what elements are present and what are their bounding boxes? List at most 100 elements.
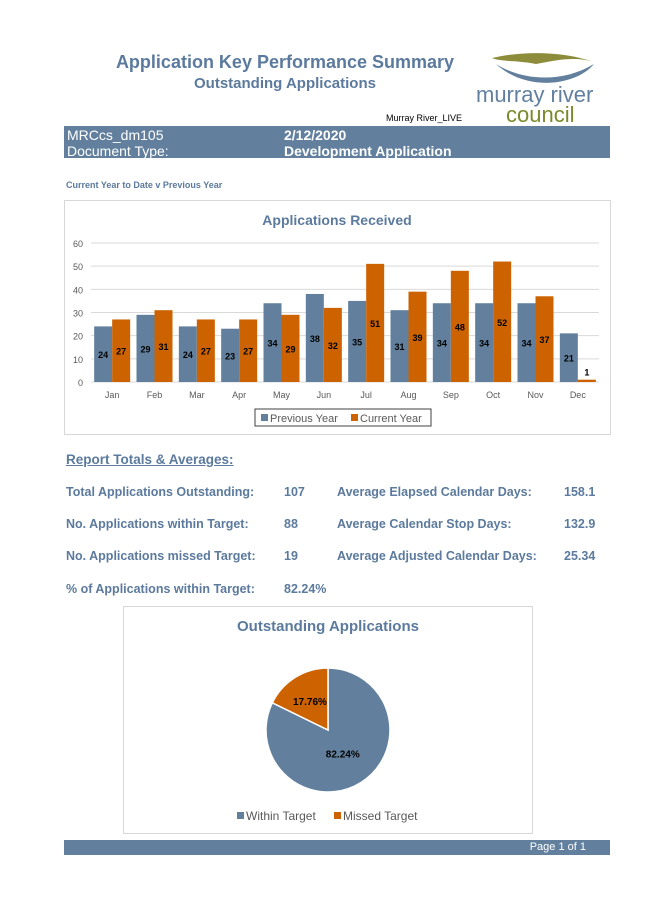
council-logo: murray river council <box>476 50 616 127</box>
pie-slice-missed <box>271 667 329 732</box>
bar-previous-year <box>178 326 197 382</box>
database-name: Murray River_LIVE <box>386 113 463 123</box>
bar-current-year <box>535 296 554 382</box>
legend-label: Within Target <box>246 809 316 823</box>
bar-data-label: 48 <box>455 322 465 332</box>
total-label: No. Applications within Target: <box>66 517 249 531</box>
logo-text-council: council <box>506 102 575 127</box>
bar-data-label: 32 <box>328 341 338 351</box>
x-tick-label: Jun <box>317 390 332 400</box>
doc-type-label: Document Type: <box>67 143 169 159</box>
x-tick-label: Jan <box>105 390 120 400</box>
info-band: MRCcs_dm105 2/12/2020 Document Type: Dev… <box>64 126 610 159</box>
chart-title: Applications Received <box>262 212 411 228</box>
bar-data-label: 24 <box>98 350 108 360</box>
total-value: 107 <box>284 485 305 499</box>
pie-title: Outstanding Applications <box>237 618 419 635</box>
bar-data-label: 31 <box>158 342 168 352</box>
bar-chart-box: Applications Received 0 10 20 30 40 50 60 24 27 Ja… <box>64 200 611 435</box>
x-tick-label: Sep <box>443 390 459 400</box>
bar-data-label: 27 <box>243 347 253 357</box>
bar-data-label: 23 <box>225 351 235 361</box>
x-tick-label: Nov <box>527 390 544 400</box>
x-tick-label: Feb <box>147 390 163 400</box>
logo-text-murray: murray river <box>476 82 594 107</box>
bar-previous-year <box>94 326 113 382</box>
x-tick-label: Aug <box>400 390 416 400</box>
applications-received-chart: Applications Received 0 10 20 30 40 50 60 24 27 Ja… <box>73 212 599 427</box>
bar-data-label: 38 <box>310 334 320 344</box>
outstanding-applications-chart: Outstanding Applications 82.24% 17.76% With… <box>237 618 419 823</box>
bar-previous-year <box>348 300 367 382</box>
report-title: Application Key Performance Summary <box>115 52 455 72</box>
bar-current-year <box>239 319 258 382</box>
footer-bar: Page 1 of 1 <box>64 840 610 855</box>
legend-label: Previous Year <box>270 413 338 425</box>
report-date: 2/12/2020 <box>284 127 347 143</box>
legend-swatch <box>351 414 358 421</box>
pie-data-label: 82.24% <box>326 750 360 761</box>
section-caption: Current Year to Date v Previous Year <box>66 180 223 190</box>
bar-current-year <box>112 319 131 382</box>
bar-data-label: 27 <box>116 347 126 357</box>
bar-current-year <box>408 291 427 382</box>
bar-data-label: 27 <box>201 347 211 357</box>
bar-previous-year <box>559 333 578 382</box>
y-tick-label: 20 <box>73 332 83 342</box>
legend-swatch <box>334 812 341 819</box>
total-value: 82.24% <box>284 582 327 596</box>
bar-previous-year <box>432 303 451 382</box>
total-label: % of Applications within Target: <box>66 582 255 596</box>
bar-current-year <box>493 261 512 382</box>
average-value: 132.9 <box>564 517 596 531</box>
bar-current-year <box>577 379 596 382</box>
bar-previous-year <box>390 310 409 382</box>
bar-data-label: 35 <box>352 337 362 347</box>
bar-data-label: 52 <box>497 318 507 328</box>
legend-swatch <box>237 812 244 819</box>
y-tick-label: 30 <box>73 309 83 319</box>
bar-current-year <box>450 270 469 382</box>
bar-current-year <box>281 314 300 382</box>
bar-current-year <box>154 310 173 382</box>
x-tick-label: Jul <box>360 390 372 400</box>
average-label: Average Calendar Stop Days: <box>337 517 512 531</box>
bar-data-label: 1 <box>584 368 589 378</box>
bar-current-year <box>323 307 342 382</box>
bar-data-label: 29 <box>140 344 150 354</box>
bar-data-label: 29 <box>285 344 295 354</box>
report-subtitle: Outstanding Applications <box>194 75 376 92</box>
bar-current-year <box>366 263 385 382</box>
bar-data-label: 51 <box>370 319 380 329</box>
y-tick-label: 10 <box>73 355 83 365</box>
y-tick-label: 50 <box>73 262 83 272</box>
bar-data-label: 21 <box>564 354 574 364</box>
x-tick-label: Mar <box>189 390 205 400</box>
total-label: No. Applications missed Target: <box>66 549 256 563</box>
bar-current-year <box>196 319 215 382</box>
x-tick-label: Dec <box>570 390 587 400</box>
legend-label: Missed Target <box>343 809 418 823</box>
bar-data-label: 34 <box>521 339 531 349</box>
average-label: Average Elapsed Calendar Days: <box>337 485 532 499</box>
average-label: Average Adjusted Calendar Days: <box>337 549 537 563</box>
total-label: Total Applications Outstanding: <box>66 485 255 499</box>
bar-data-label: 34 <box>267 339 277 349</box>
bar-data-label: 31 <box>394 342 404 352</box>
bar-previous-year <box>475 303 494 382</box>
bar-data-label: 37 <box>539 335 549 345</box>
y-tick-label: 0 <box>78 378 83 388</box>
average-value: 158.1 <box>564 485 596 499</box>
pie-chart-box: Outstanding Applications 82.24% 17.76% With… <box>123 606 533 834</box>
doc-type-value: Development Application <box>284 143 452 159</box>
legend-swatch <box>261 414 268 421</box>
y-tick-label: 40 <box>73 285 83 295</box>
bar-data-label: 34 <box>437 339 447 349</box>
bar-previous-year <box>305 293 324 382</box>
average-value: 25.34 <box>564 549 596 563</box>
river-logo-icon <box>492 53 594 83</box>
totals-heading: Report Totals & Averages: <box>66 452 234 467</box>
bar-previous-year <box>221 328 240 382</box>
report-id: MRCcs_dm105 <box>67 127 164 143</box>
legend-label: Current Year <box>360 413 422 425</box>
